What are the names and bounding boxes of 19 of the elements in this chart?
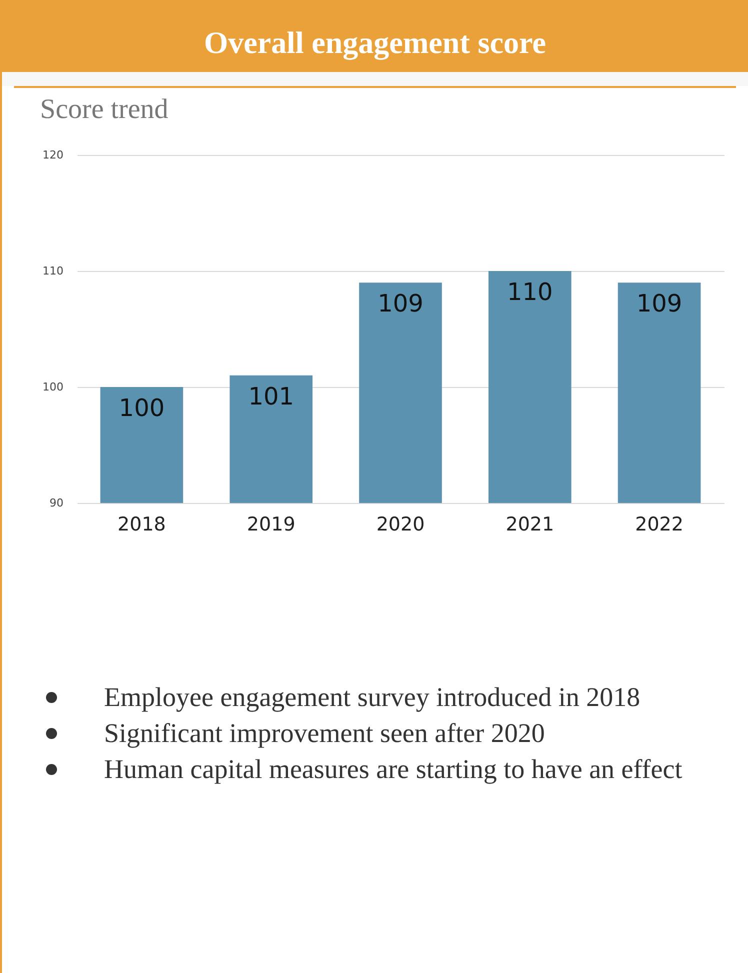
y-tick-label: 100 bbox=[42, 380, 64, 394]
x-tick-label: 2019 bbox=[246, 514, 296, 536]
data-label: 101 bbox=[248, 382, 294, 410]
data-label: 100 bbox=[118, 394, 165, 422]
data-label: 109 bbox=[378, 290, 424, 318]
x-tick-label: 2022 bbox=[635, 514, 684, 536]
x-tick-label: 2021 bbox=[506, 514, 554, 536]
x-tick-label: 2020 bbox=[376, 514, 425, 536]
x-tick-label: 2018 bbox=[118, 514, 166, 536]
data-label: 110 bbox=[506, 278, 553, 306]
data-label: 109 bbox=[636, 290, 682, 318]
y-tick-label: 120 bbox=[42, 148, 64, 162]
y-tick-label: 110 bbox=[42, 264, 64, 278]
text: Significant improvement seen after 2020 bbox=[104, 717, 546, 750]
chart-subtitle: Score trend bbox=[40, 94, 170, 126]
text: Employee engagement survey introduced in 2018 bbox=[104, 681, 642, 714]
text: Human capital measures are starting to have an effect bbox=[104, 753, 684, 786]
chart-title: Overall engagement score bbox=[2, 0, 748, 86]
y-tick-label: 90 bbox=[50, 496, 64, 510]
